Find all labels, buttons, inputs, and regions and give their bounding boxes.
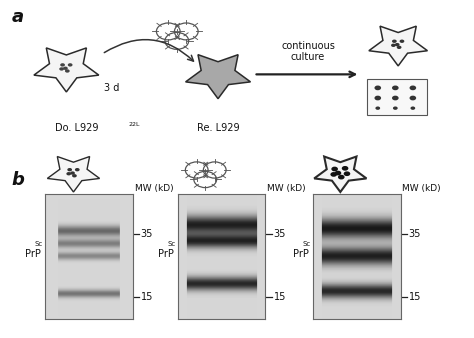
Text: b: b (12, 171, 25, 189)
Circle shape (338, 175, 345, 179)
Text: 35: 35 (141, 230, 153, 239)
Text: Sc: Sc (35, 241, 43, 247)
Circle shape (374, 86, 381, 90)
Circle shape (66, 172, 71, 175)
Circle shape (392, 86, 399, 90)
Bar (367, 79, 427, 115)
Circle shape (72, 174, 77, 177)
Circle shape (68, 63, 73, 67)
Circle shape (63, 67, 68, 70)
Circle shape (392, 96, 399, 100)
Text: 15: 15 (273, 292, 286, 302)
Circle shape (330, 172, 337, 177)
Circle shape (392, 40, 397, 43)
Text: MW (kD): MW (kD) (135, 184, 173, 193)
Text: MW (kD): MW (kD) (402, 184, 441, 193)
Text: Sc: Sc (303, 241, 311, 247)
Circle shape (395, 43, 400, 46)
Circle shape (342, 166, 348, 171)
Polygon shape (34, 48, 99, 92)
Circle shape (331, 167, 338, 171)
Circle shape (391, 44, 396, 47)
Text: continuous
culture: continuous culture (281, 41, 335, 62)
Circle shape (60, 63, 65, 67)
Circle shape (410, 96, 416, 100)
Polygon shape (186, 55, 250, 99)
Text: MW (kD): MW (kD) (267, 184, 306, 193)
Text: 35: 35 (409, 230, 421, 239)
Text: 15: 15 (409, 292, 421, 302)
Text: 3 d: 3 d (104, 83, 119, 93)
Text: a: a (12, 8, 24, 26)
Polygon shape (47, 156, 100, 192)
Text: 15: 15 (141, 292, 153, 302)
Circle shape (397, 46, 401, 49)
Text: PrP: PrP (158, 249, 174, 259)
Text: 35: 35 (273, 230, 286, 239)
Circle shape (59, 67, 64, 71)
Circle shape (400, 40, 404, 43)
Circle shape (410, 106, 415, 110)
Circle shape (75, 168, 80, 171)
Polygon shape (314, 156, 366, 192)
Polygon shape (369, 26, 428, 66)
Circle shape (67, 168, 72, 171)
Circle shape (375, 106, 380, 110)
Circle shape (70, 171, 75, 175)
Circle shape (374, 96, 381, 100)
Circle shape (344, 171, 350, 176)
Circle shape (65, 69, 70, 73)
Text: Re. L929: Re. L929 (197, 123, 239, 134)
Text: Do. L929: Do. L929 (55, 123, 98, 134)
Text: PrP: PrP (26, 249, 41, 259)
Circle shape (335, 171, 341, 175)
Circle shape (410, 86, 416, 90)
Text: 22L: 22L (129, 122, 140, 127)
Circle shape (393, 106, 398, 110)
Text: PrP: PrP (293, 249, 309, 259)
Text: Sc: Sc (168, 241, 176, 247)
